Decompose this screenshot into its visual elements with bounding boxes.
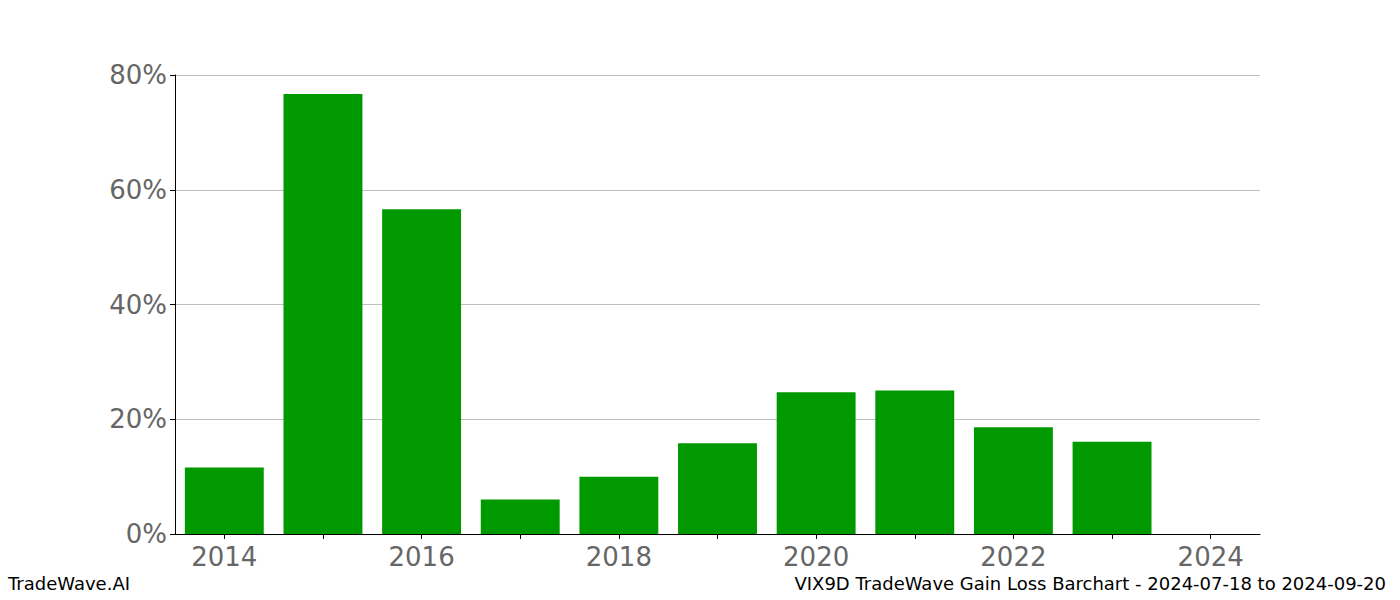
svg-text:VIX9D TradeWave Gain Loss Barc: VIX9D TradeWave Gain Loss Barchart - 202… [794,573,1386,594]
svg-text:2016: 2016 [389,542,455,572]
svg-text:40%: 40% [109,290,167,320]
svg-text:80%: 80% [109,60,167,90]
svg-text:2024: 2024 [1178,542,1244,572]
svg-text:2022: 2022 [980,542,1046,572]
svg-text:2018: 2018 [586,542,652,572]
svg-text:2014: 2014 [191,542,257,572]
svg-text:2020: 2020 [783,542,849,572]
svg-text:20%: 20% [109,404,167,434]
svg-text:60%: 60% [109,175,167,205]
svg-text:0%: 0% [126,519,167,549]
svg-text:TradeWave.AI: TradeWave.AI [7,573,130,594]
